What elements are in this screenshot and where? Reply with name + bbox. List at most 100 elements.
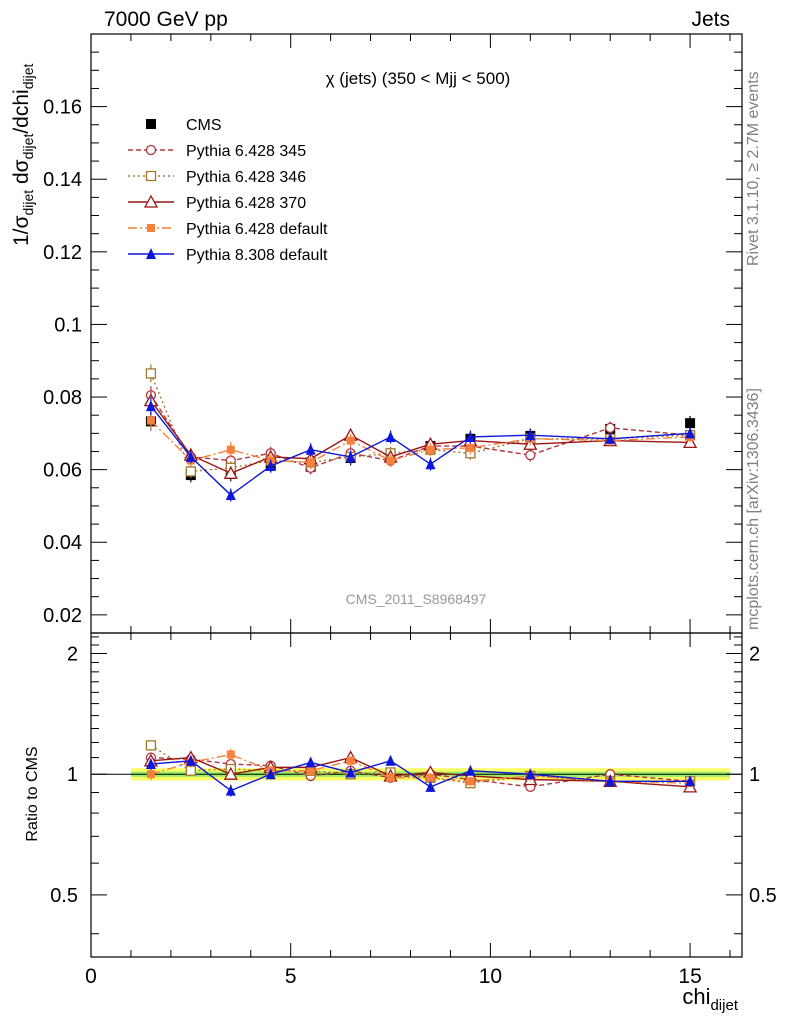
data-point — [685, 418, 696, 429]
data-point — [426, 773, 435, 782]
data-point — [145, 144, 157, 156]
ratio-tick-label: 1 — [67, 764, 78, 786]
data-point — [425, 780, 436, 792]
legend-label: CMS — [186, 117, 222, 134]
data-point — [685, 775, 696, 787]
y-tick-label: 0.02 — [43, 605, 82, 627]
data-point — [525, 768, 536, 780]
data-point — [525, 449, 536, 461]
ratio-series-line — [150, 753, 691, 784]
data-point — [426, 445, 435, 454]
y-tick-label: 0.08 — [43, 387, 82, 409]
x-tick-label: 10 — [479, 965, 502, 988]
x-axis-label: chidijet — [682, 984, 738, 1014]
data-point — [385, 430, 396, 442]
y-tick-label: 0.14 — [43, 169, 82, 191]
data-point — [226, 445, 235, 454]
ratio-tick-label: 2 — [67, 644, 78, 666]
data-point — [306, 766, 315, 775]
data-point — [146, 416, 155, 425]
data-point — [145, 740, 157, 751]
data-point — [605, 422, 616, 434]
y-axis-label: 1/σdijet dσdijet/dchidijet — [10, 64, 36, 246]
data-point — [346, 436, 355, 445]
legend-label: Pythia 6.428 default — [186, 221, 328, 238]
y-tick-label: 0.04 — [43, 532, 82, 554]
data-point — [465, 764, 476, 776]
data-point — [225, 489, 236, 501]
data-point — [225, 784, 236, 796]
data-point — [465, 430, 476, 442]
data-point — [306, 458, 315, 467]
y-tick-label: 0.12 — [43, 242, 82, 264]
energy-label: 7000 GeV pp — [104, 8, 228, 31]
mcplots-label: mcplots.cern.ch [arXiv:1306.3436] — [745, 388, 762, 630]
y-tick-label: 0.06 — [43, 460, 82, 482]
data-point — [345, 766, 356, 778]
series-line — [150, 420, 691, 464]
ratio-tick-label-right: 2 — [749, 644, 760, 666]
data-point — [425, 458, 436, 470]
data-point — [525, 429, 536, 441]
x-tick-label: 0 — [85, 965, 97, 988]
legend-label: Pythia 6.428 370 — [186, 195, 306, 212]
data-point — [185, 450, 196, 462]
data-point — [185, 765, 196, 776]
data-point — [146, 119, 156, 129]
data-point — [145, 170, 157, 182]
data-point — [305, 443, 316, 455]
ratio-tick-label-right: 0.5 — [749, 885, 777, 907]
data-point — [605, 432, 616, 444]
data-point — [223, 766, 238, 780]
series-0 — [145, 386, 696, 475]
analysis-watermark: CMS_2011_S8968497 — [346, 591, 487, 607]
data-point — [466, 443, 475, 452]
data-point — [265, 460, 276, 472]
data-point — [386, 456, 395, 465]
data-point — [145, 758, 156, 770]
rivet-label: Rivet 3.1.10, ≥ 2.7M events — [745, 71, 762, 266]
data-point — [146, 770, 155, 779]
series-line — [150, 373, 691, 473]
data-point — [226, 750, 235, 759]
data-point — [305, 756, 316, 768]
ratio-tick-label: 0.5 — [50, 885, 78, 907]
series-line — [150, 394, 691, 469]
legend-label: Pythia 6.428 346 — [186, 169, 306, 186]
data-point — [147, 224, 155, 232]
data-point — [466, 777, 475, 786]
data-point — [223, 465, 238, 479]
series-4 — [145, 397, 696, 502]
data-point — [145, 400, 156, 412]
category-label: Jets — [691, 8, 730, 31]
data-point — [386, 773, 395, 782]
ratio-series-line — [150, 756, 691, 788]
ratio-series-4 — [145, 754, 696, 797]
data-point — [145, 368, 157, 379]
ratio-series-line — [150, 760, 691, 792]
ratio-frame — [90, 632, 743, 958]
data-point — [146, 248, 156, 259]
data-point — [265, 768, 276, 780]
ratio-axis-label: Ratio to CMS — [24, 746, 41, 841]
legend-label: Pythia 8.308 default — [186, 247, 328, 264]
data-point — [185, 466, 196, 477]
data-point — [185, 754, 196, 766]
x-tick-label: 15 — [678, 965, 701, 988]
data-point — [346, 756, 355, 765]
legend: CMS Pythia 6.428 345 Pythia 6.428 346 Pythi… — [128, 117, 328, 264]
data-point — [605, 775, 616, 787]
y-tick-label: 0.1 — [54, 314, 82, 336]
series-line — [150, 400, 691, 475]
data-point — [143, 194, 159, 208]
legend-label: Pythia 6.428 345 — [186, 143, 306, 160]
series-line — [150, 405, 691, 496]
x-tick-label: 5 — [285, 965, 297, 988]
chart-title: χ (jets) (350 < Mjj < 500) — [326, 69, 511, 88]
ratio-tick-label-right: 1 — [749, 764, 760, 786]
data-point — [685, 427, 696, 439]
y-tick-label: 0.16 — [43, 97, 82, 119]
data-point — [345, 450, 356, 462]
data-point — [385, 754, 396, 766]
